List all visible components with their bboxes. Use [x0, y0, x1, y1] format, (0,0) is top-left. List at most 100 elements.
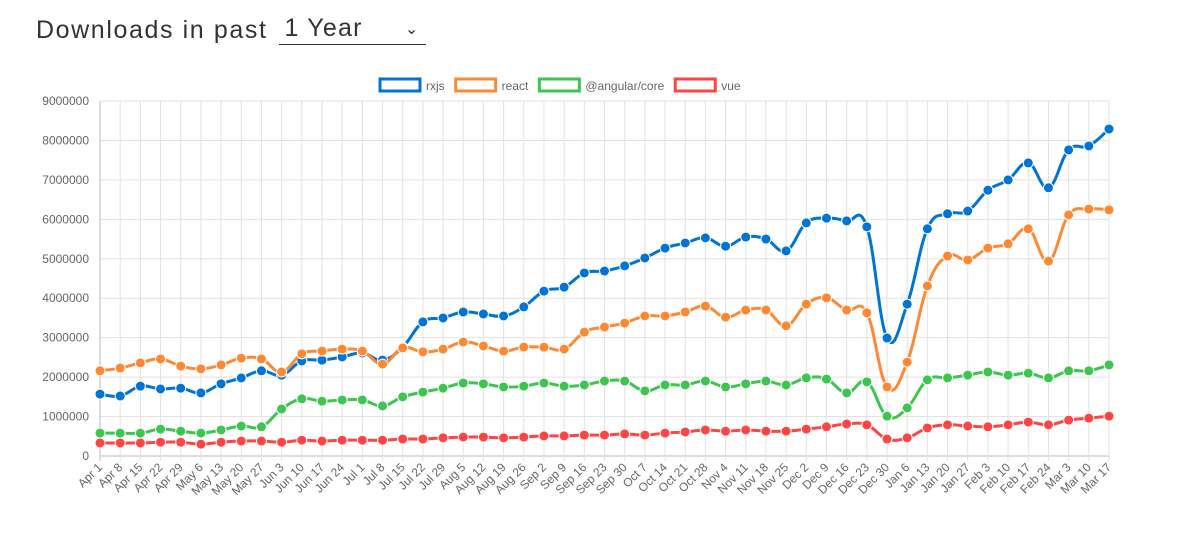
data-point — [538, 341, 550, 353]
data-point — [94, 427, 106, 439]
data-point — [740, 304, 752, 316]
data-point — [760, 425, 772, 437]
data-point — [457, 377, 469, 389]
data-point — [881, 433, 893, 445]
data-point — [599, 265, 610, 277]
data-point — [235, 420, 247, 432]
data-point — [498, 432, 510, 444]
data-point — [276, 366, 288, 378]
data-point — [94, 388, 106, 400]
data-point — [518, 380, 530, 392]
data-point — [1002, 419, 1014, 431]
data-point — [155, 423, 167, 435]
y-tick-label: 4000000 — [42, 291, 89, 305]
data-point — [599, 375, 610, 387]
data-point — [841, 215, 853, 227]
data-point — [1063, 144, 1075, 156]
data-point — [558, 380, 570, 392]
data-point — [861, 307, 873, 319]
y-tick-label: 3000000 — [42, 331, 89, 345]
y-tick-label: 9000000 — [42, 94, 89, 108]
data-point — [679, 426, 691, 438]
data-point — [619, 317, 631, 329]
data-point — [740, 424, 752, 436]
data-point — [1083, 365, 1095, 377]
data-point — [457, 336, 469, 348]
data-point — [477, 431, 489, 443]
data-point — [599, 429, 610, 441]
data-point — [498, 345, 510, 357]
data-point — [820, 292, 832, 304]
period-select[interactable]: 1 Year ⌄ — [278, 14, 426, 45]
data-point — [982, 421, 994, 433]
data-point — [437, 432, 449, 444]
data-point — [740, 231, 752, 243]
data-point — [175, 360, 187, 372]
data-point — [1002, 174, 1014, 186]
legend-swatch — [537, 77, 581, 93]
data-point — [1042, 182, 1054, 194]
data-point — [1063, 414, 1075, 426]
data-point — [841, 387, 853, 399]
data-point — [336, 434, 348, 446]
data-point — [417, 433, 429, 445]
data-point — [518, 431, 530, 443]
data-point — [215, 378, 227, 390]
data-point — [134, 427, 146, 439]
data-point — [659, 379, 671, 391]
data-point — [215, 436, 227, 448]
data-point — [942, 208, 954, 220]
data-point — [134, 357, 146, 369]
data-point — [1063, 365, 1075, 377]
data-point — [1063, 209, 1075, 221]
data-point — [558, 343, 570, 355]
legend-swatch — [454, 77, 498, 93]
data-point — [720, 311, 732, 323]
data-point — [397, 342, 409, 354]
data-point — [982, 366, 994, 378]
data-point — [316, 435, 328, 447]
data-point — [942, 419, 954, 431]
data-point — [255, 421, 267, 433]
data-point — [861, 221, 873, 233]
data-point — [235, 372, 247, 384]
data-point — [316, 345, 328, 357]
data-point — [921, 223, 933, 235]
data-point — [155, 353, 167, 365]
data-point — [296, 348, 308, 360]
data-point — [659, 427, 671, 439]
data-point — [417, 316, 429, 328]
data-point — [417, 346, 429, 358]
data-point — [901, 432, 913, 444]
data-point — [699, 232, 711, 244]
data-point — [114, 362, 126, 374]
data-point — [659, 310, 671, 322]
data-point — [982, 242, 994, 254]
data-point — [255, 365, 267, 377]
data-point — [518, 341, 530, 353]
data-point — [336, 394, 348, 406]
y-tick-label: 8000000 — [42, 133, 89, 147]
data-point — [720, 381, 732, 393]
data-point — [215, 424, 227, 436]
data-point — [760, 233, 772, 245]
y-tick-label: 6000000 — [42, 212, 89, 226]
data-point — [437, 312, 449, 324]
data-point — [639, 385, 651, 397]
data-point — [800, 217, 812, 229]
data-point — [720, 240, 732, 252]
data-point — [417, 386, 429, 398]
data-point — [377, 434, 389, 446]
data-point — [800, 372, 812, 384]
data-point — [1002, 238, 1014, 250]
legend-label: rxjs — [426, 79, 445, 93]
data-point — [578, 326, 590, 338]
header: Downloads in past 1 Year ⌄ — [36, 14, 426, 45]
data-point — [962, 420, 974, 432]
data-point — [921, 374, 933, 386]
data-point — [457, 431, 469, 443]
data-point — [599, 321, 610, 333]
data-point — [780, 245, 792, 257]
data-point — [498, 310, 510, 322]
